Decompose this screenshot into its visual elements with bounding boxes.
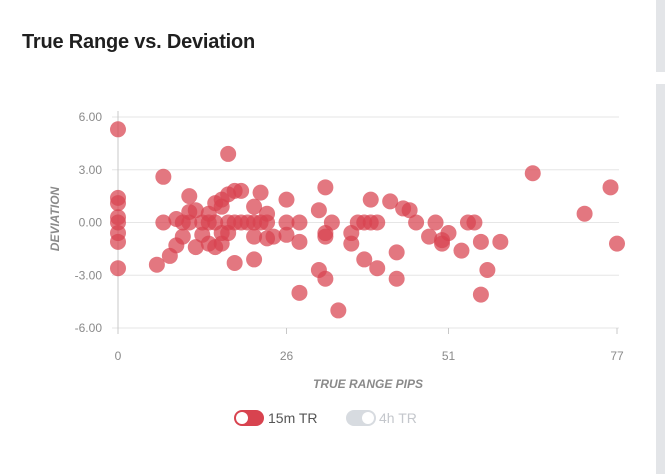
y-axis-title: DEVIATION <box>48 186 62 251</box>
data-point[interactable] <box>362 191 379 208</box>
data-point[interactable] <box>291 214 308 231</box>
data-point[interactable] <box>155 168 172 185</box>
legend-toggle-knob-4h-tr <box>362 412 374 424</box>
data-point[interactable] <box>388 244 405 261</box>
data-point[interactable] <box>317 270 334 287</box>
data-point[interactable] <box>181 214 198 231</box>
data-point[interactable] <box>110 121 126 138</box>
legend-toggle-knob-15m-tr <box>236 412 248 424</box>
data-point[interactable] <box>246 228 263 245</box>
data-point[interactable] <box>472 286 489 303</box>
data-point[interactable] <box>110 195 126 212</box>
data-point[interactable] <box>401 202 418 219</box>
data-point[interactable] <box>252 184 269 201</box>
data-point[interactable] <box>382 193 399 210</box>
x-tick-label: 0 <box>115 349 122 363</box>
data-point[interactable] <box>110 233 126 250</box>
data-point[interactable] <box>369 214 386 231</box>
y-tick-label: 3.00 <box>79 163 103 177</box>
legend: 15m TR 4h TR <box>234 410 417 426</box>
data-point[interactable] <box>278 226 295 243</box>
data-point[interactable] <box>479 261 496 278</box>
data-point[interactable] <box>110 260 126 277</box>
data-point[interactable] <box>259 214 276 231</box>
data-point[interactable] <box>408 214 425 231</box>
data-point[interactable] <box>220 145 237 162</box>
data-point[interactable] <box>421 228 438 245</box>
y-tick-label: -3.00 <box>75 268 103 282</box>
x-tick-label: 77 <box>610 349 624 363</box>
data-point[interactable] <box>317 179 334 196</box>
x-tick-label: 51 <box>442 349 456 363</box>
data-point[interactable] <box>310 202 327 219</box>
data-point[interactable] <box>356 251 373 268</box>
data-point[interactable] <box>388 270 405 287</box>
data-point[interactable] <box>369 260 386 277</box>
chart-title: True Range vs. Deviation <box>22 31 256 53</box>
data-point[interactable] <box>246 198 263 215</box>
legend-label-4h-tr: 4h TR <box>379 410 417 426</box>
data-point[interactable] <box>609 235 625 252</box>
data-point[interactable] <box>453 242 470 259</box>
data-point[interactable] <box>317 228 334 245</box>
data-point[interactable] <box>427 214 444 231</box>
data-point[interactable] <box>278 214 295 231</box>
data-point[interactable] <box>576 205 593 222</box>
y-tick-labels: 6.00 3.00 0.00 -3.00 -6.00 <box>75 110 103 335</box>
data-point[interactable] <box>440 225 457 242</box>
data-point[interactable] <box>602 179 619 196</box>
data-point[interactable] <box>226 254 243 271</box>
data-point[interactable] <box>278 191 295 208</box>
data-point[interactable] <box>472 233 489 250</box>
y-tick-label: 6.00 <box>79 110 103 124</box>
x-axis-title: TRUE RANGE PIPS <box>313 377 423 391</box>
data-point[interactable] <box>187 202 204 219</box>
y-tick-label: 0.00 <box>79 216 103 230</box>
data-point[interactable] <box>246 251 263 268</box>
data-point[interactable] <box>174 228 191 245</box>
data-point[interactable] <box>492 233 509 250</box>
legend-label-15m-tr: 15m TR <box>268 410 318 426</box>
data-point[interactable] <box>233 182 250 199</box>
x-tick-label: 26 <box>280 349 294 363</box>
points-layer <box>110 121 625 319</box>
legend-item-4h-tr[interactable]: 4h TR <box>346 410 417 426</box>
data-point[interactable] <box>323 214 340 231</box>
data-point[interactable] <box>330 302 347 319</box>
data-point[interactable] <box>187 239 204 256</box>
legend-item-15m-tr[interactable]: 15m TR <box>234 410 318 426</box>
x-tick-labels: 0 26 51 77 <box>115 349 624 363</box>
data-point[interactable] <box>291 233 308 250</box>
y-tick-label: -6.00 <box>75 321 103 335</box>
data-point[interactable] <box>155 214 172 231</box>
data-point[interactable] <box>524 165 541 182</box>
data-point[interactable] <box>459 214 476 231</box>
right-edge-panel-top <box>656 0 665 72</box>
data-point[interactable] <box>181 188 198 205</box>
data-point[interactable] <box>213 198 230 215</box>
data-point[interactable] <box>265 228 282 245</box>
right-edge-panel-bottom <box>656 84 665 474</box>
data-point[interactable] <box>291 284 308 301</box>
data-point[interactable] <box>148 256 165 273</box>
